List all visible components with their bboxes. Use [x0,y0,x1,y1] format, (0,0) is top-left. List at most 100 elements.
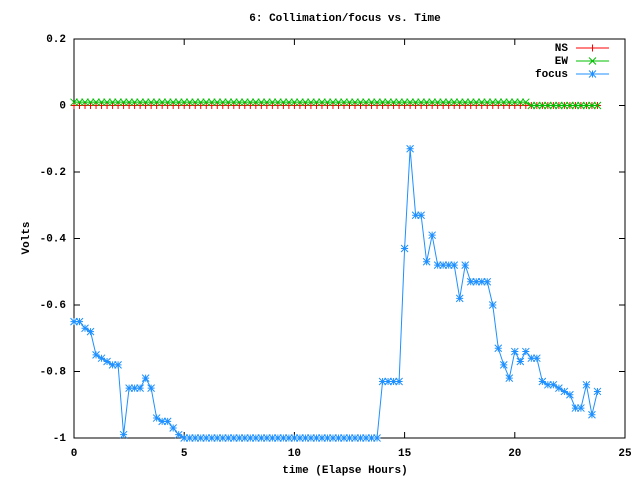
point-marker [81,324,89,333]
series-line [74,101,598,106]
point-marker [488,301,497,309]
point-marker [521,98,530,107]
point-marker [428,231,437,240]
point-marker [571,101,580,110]
x-axis-label: time (Elapse Hours) [282,465,407,477]
point-marker [158,98,167,107]
point-marker [521,347,530,356]
point-marker [411,98,420,107]
y-tick-label: 0 [59,100,66,112]
point-marker [560,101,569,110]
point-marker [329,98,337,107]
point-marker [351,98,359,107]
point-marker [279,98,288,107]
point-marker [163,417,172,426]
point-marker [566,390,574,399]
chart-title: 6: Collimation/focus vs. Time [249,13,441,25]
point-marker [544,101,552,110]
point-marker [92,351,100,359]
point-marker [251,98,260,107]
point-marker [455,98,464,107]
point-marker [75,317,84,326]
point-marker [417,98,425,107]
point-marker [191,434,200,442]
point-marker [582,380,591,389]
point-marker [411,211,420,220]
series-line [74,148,598,439]
point-marker [235,98,244,107]
point-marker [235,434,244,442]
point-marker [433,98,442,107]
point-marker [202,434,211,442]
point-marker [505,374,514,383]
point-marker [213,434,222,442]
point-marker [510,347,519,356]
point-marker [472,277,481,286]
point-marker [499,360,508,369]
point-marker [158,417,167,426]
point-marker [274,98,282,107]
point-marker [141,98,150,107]
y-tick-label: -1 [53,433,67,445]
point-marker [351,434,359,442]
point-marker [461,261,470,269]
point-marker [527,354,536,363]
point-marker [108,360,117,369]
point-marker [274,434,282,442]
point-marker [334,98,343,107]
point-marker [180,434,189,442]
point-marker [477,277,486,286]
point-marker [444,98,453,107]
point-marker [588,410,596,419]
point-marker [97,98,106,107]
point-marker [340,98,348,107]
point-marker [246,434,255,442]
point-marker [312,434,321,442]
point-marker [296,98,304,107]
point-marker [262,434,271,442]
point-marker [196,434,205,442]
point-marker [472,98,481,107]
point-marker [433,261,442,269]
point-marker [174,98,183,107]
point-marker [477,98,486,107]
point-marker [257,434,266,442]
point-marker [516,98,525,107]
point-marker [510,98,519,107]
point-marker [114,360,122,369]
point-marker [323,98,332,107]
point-marker [395,377,403,386]
y-axis-label: Volts [21,221,33,254]
legend-marker [588,57,597,65]
point-marker [108,98,117,107]
point-marker [207,434,216,442]
point-marker [389,377,398,386]
point-marker [92,98,100,107]
point-marker [466,277,475,286]
legend-label: EW [555,56,569,68]
point-marker [218,434,227,442]
point-marker [141,374,150,383]
point-marker [296,434,304,442]
point-marker [593,101,602,110]
point-marker [422,98,431,107]
point-marker [499,98,508,107]
point-marker [152,98,161,107]
point-marker [75,98,84,107]
x-tick-label: 15 [398,448,412,460]
point-marker [251,434,260,442]
point-marker [532,354,541,363]
point-marker [582,101,591,110]
legend-label: focus [535,69,568,81]
point-marker [136,384,144,392]
point-marker [152,414,161,422]
point-marker [323,434,332,442]
point-marker [400,244,409,253]
legend-marker [588,70,597,78]
point-marker [229,434,238,442]
point-marker [279,434,288,442]
point-marker [367,434,376,442]
point-marker [229,98,238,107]
point-marker [130,384,139,392]
